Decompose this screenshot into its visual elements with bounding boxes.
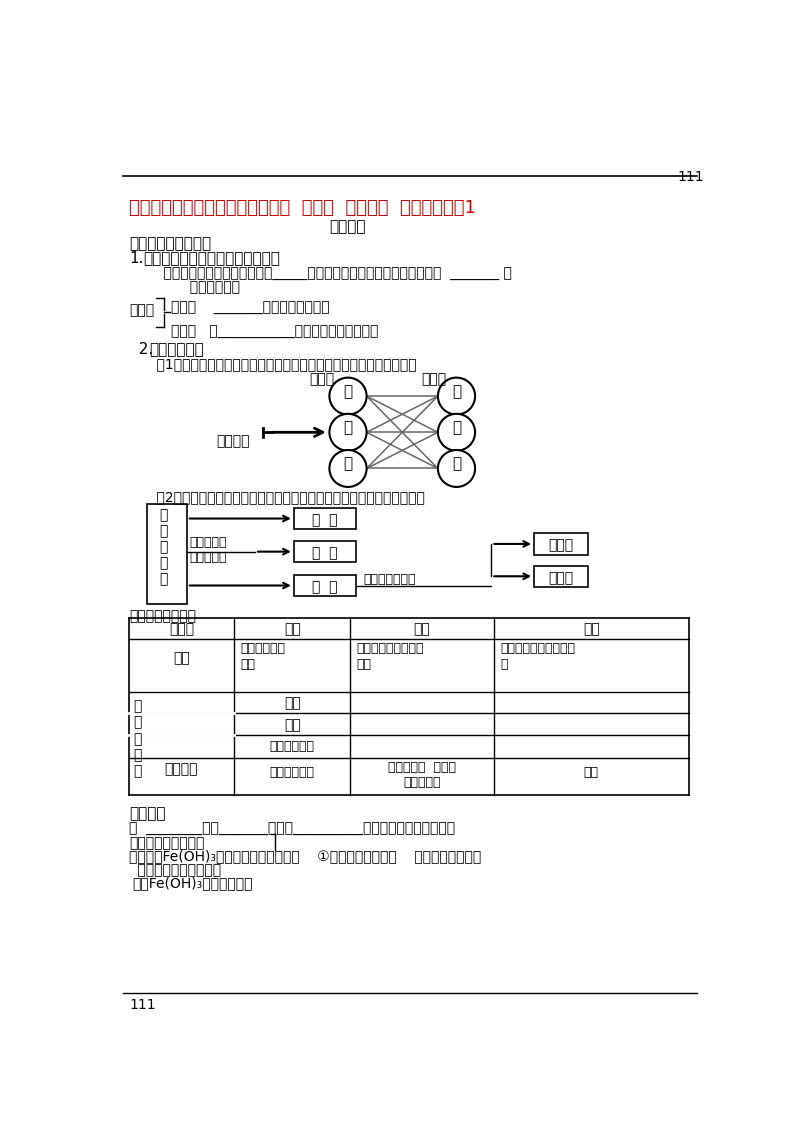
Text: 分散剂   起___________作用的物质称作分散剂: 分散剂 起___________作用的物质称作分散剂 [171,325,378,340]
Text: 第二课时: 第二课时 [330,218,366,234]
Text: 叫做分散系。: 叫做分散系。 [146,280,241,294]
Text: 气溶胶：云、烟、雾: 气溶胶：云、烟、雾 [130,835,205,850]
Text: 常用盐类的水解制胶体: 常用盐类的水解制胶体 [133,864,221,877]
Text: 分散系的分类: 分散系的分类 [149,342,203,358]
Text: 多数均一、透明、介
稳性: 多数均一、透明、介 稳性 [357,643,424,670]
Text: 分散系: 分散系 [130,303,154,318]
Text: 分散系: 分散系 [169,623,194,636]
Text: 均一、透明、
稳定: 均一、透明、 稳定 [240,643,286,670]
Bar [294,575,356,597]
Text: 能否透过滤纸: 能否透过滤纸 [270,740,314,753]
Text: 根据分散质状态: 根据分散质状态 [363,573,416,586]
Text: 1.: 1. [130,251,144,266]
Text: 胶  体: 胶 体 [312,547,338,560]
Bar [534,566,588,588]
Text: 液溶胶：Fe(OH)₃胶体、淀粉胶体、豆浆    ①按分散剂（状态）    固溶胶：有色玻璃: 液溶胶：Fe(OH)₃胶体、淀粉胶体、豆浆 ①按分散剂（状态） 固溶胶：有色玻璃 [130,850,482,864]
Text: 分散质: 分散质 [310,372,334,386]
Text: 浊液: 浊液 [583,623,600,636]
Text: 溶液: 溶液 [284,623,301,636]
Text: 典型实例: 典型实例 [165,762,198,775]
Text: 食盐水、碘酒: 食盐水、碘酒 [270,765,314,779]
Text: 111: 111 [130,998,156,1012]
Text: 悬浊液: 悬浊液 [549,539,574,552]
Text: 乳浊液: 乳浊液 [549,571,574,585]
Text: 浊  液: 浊 液 [312,580,338,594]
Text: 气: 气 [452,384,461,398]
Text: 外观: 外观 [173,652,190,666]
Text: 分散系、分散质、分散剂的涵义：: 分散系、分散质、分散剂的涵义： [143,251,280,266]
Text: 固: 固 [452,456,461,471]
Text: 根据分散质
粒子的大小: 根据分散质 粒子的大小 [189,537,226,564]
Text: 湖南省邵阳市万和实验学校第二章  第一节  第二课时  新人教版必修1: 湖南省邵阳市万和实验学校第二章 第一节 第二课时 新人教版必修1 [130,199,476,217]
Text: 111: 111 [678,170,704,183]
Bar [294,541,356,563]
Text: 淀粉溶液、  肥皂水
蛋白质溶液: 淀粉溶液、 肥皂水 蛋白质溶液 [388,761,456,789]
Bar [146,504,187,604]
Text: 分
散
质
粒
子: 分 散 质 粒 子 [134,700,142,779]
Text: 分散质    _______的物质称作分散质: 分散质 _______的物质称作分散质 [171,301,330,315]
Text: 气: 气 [343,384,353,398]
Bar [534,533,588,555]
Text: 2.: 2. [130,342,154,358]
Circle shape [330,451,366,487]
Text: 九种组合: 九种组合 [216,435,250,448]
Text: 组成: 组成 [284,718,301,732]
Text: 直径: 直径 [284,696,301,711]
Text: 不均一、不透明、不稳
定: 不均一、不透明、不稳 定 [500,643,575,670]
Text: 溶  液: 溶 液 [312,513,338,528]
Text: 胶体: 胶体 [414,623,430,636]
Text: 液
体
分
散
剂: 液 体 分 散 剂 [159,508,167,586]
Text: 液: 液 [452,420,461,435]
Text: ：  ________粒子_______大小在__________之间的分散系叫做胶体。: ： ________粒子_______大小在__________之间的分散系叫做… [130,822,455,835]
Circle shape [438,378,475,414]
Text: 液: 液 [343,420,353,435]
Bar [294,508,356,530]
Text: 三种分散系的比较: 三种分散系的比较 [130,609,197,624]
Circle shape [438,451,475,487]
Text: 分散剂: 分散剂 [422,372,446,386]
Text: 三、胶体: 三、胶体 [130,806,166,822]
Text: （1）根据分散质与分散剂的状态（气态、液态、固态），分为九种：: （1）根据分散质与分散剂的状态（气态、液态、固态），分为九种： [138,357,416,371]
Text: 泥水: 泥水 [584,765,599,779]
Text: 固: 固 [343,456,353,471]
Text: 例如Fe(OH)₃胶体的制备：: 例如Fe(OH)₃胶体的制备： [133,876,253,891]
Circle shape [330,378,366,414]
Text: （2）液体分散剂的分散系的分类（根据分散质粒子大小），分为三种。: （2）液体分散剂的分散系的分类（根据分散质粒子大小），分为三种。 [138,490,425,504]
Circle shape [330,414,366,451]
Circle shape [438,414,475,451]
Text: 分散系：一种（或多种）物质_____在另一种（或多种）物质中所得到的  _______ ，: 分散系：一种（或多种）物质_____在另一种（或多种）物质中所得到的 _____… [146,267,512,281]
Text: 二、分散系及其分类: 二、分散系及其分类 [130,235,211,251]
